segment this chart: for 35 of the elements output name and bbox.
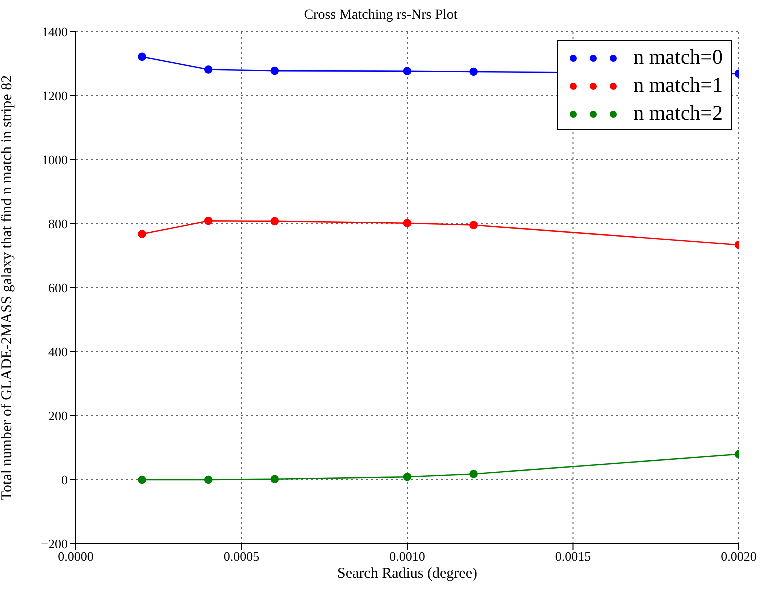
y-tick-label: 600 (48, 280, 68, 296)
y-tick-label: 1200 (42, 88, 68, 104)
point (138, 476, 146, 484)
point (204, 66, 213, 74)
y-tick-label: 400 (48, 344, 68, 360)
point (403, 472, 412, 482)
point (138, 230, 146, 238)
legend-label: n match=0 (634, 44, 723, 71)
x-tick-label: 0.0000 (58, 549, 94, 564)
point (403, 67, 412, 76)
point (138, 52, 146, 62)
x-tick-label: 0.0015 (555, 549, 592, 564)
y-tick-label: −200 (41, 536, 68, 552)
point (403, 219, 412, 228)
y-axis-title: Total number of GLADE-2MASS galaxy that find n match in stripe 82 (0, 75, 16, 501)
point (470, 221, 478, 230)
point (204, 216, 213, 226)
x-tick-label: 0.0010 (390, 549, 426, 564)
legend-label: n match=1 (634, 72, 723, 99)
point (470, 470, 478, 478)
legend-label: n match=2 (634, 100, 723, 127)
x-axis-title: Search Radius (degree) (338, 566, 478, 582)
y-tick-label: 1000 (42, 152, 68, 168)
x-tick-label: 0.0020 (721, 549, 757, 564)
point (204, 476, 213, 484)
y-tick-label: 1400 (42, 24, 68, 40)
point (270, 217, 280, 226)
y-tick-label: 800 (48, 216, 68, 232)
point (270, 475, 280, 484)
y-tick-label: 200 (48, 408, 68, 424)
chart-title: Cross Matching rs-Nrs Plot (303, 8, 459, 24)
y-tick-label: 0 (62, 472, 68, 488)
point (470, 68, 478, 76)
point (270, 66, 280, 76)
x-tick-label: 0.0005 (224, 549, 260, 564)
